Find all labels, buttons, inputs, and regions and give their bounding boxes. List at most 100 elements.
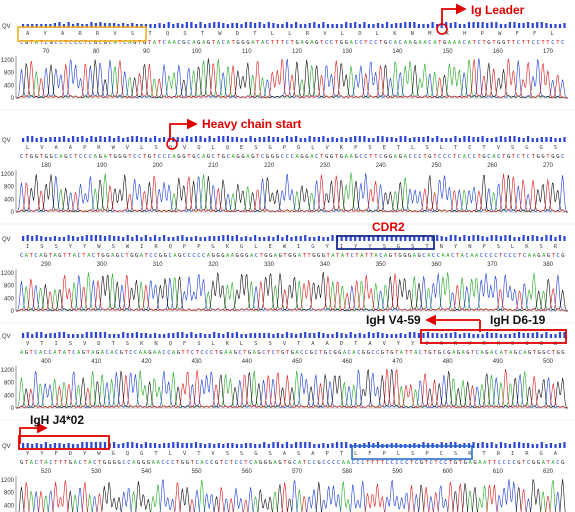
qv-bar — [76, 23, 79, 28]
qv-bar — [117, 136, 120, 142]
nucleotide-letter: T — [379, 40, 383, 46]
nucleotide-letter: T — [191, 460, 195, 466]
nucleotide-letter: T — [40, 154, 44, 160]
qv-bar — [135, 235, 138, 241]
qv-bar — [463, 333, 466, 338]
qv-bar — [108, 334, 111, 338]
amino-acid-letter: W — [97, 244, 101, 250]
qv-bar — [504, 334, 507, 338]
qv-bar — [317, 137, 320, 142]
nucleotide-letter: C — [371, 350, 374, 356]
qv-bar — [217, 333, 220, 338]
qv-bar — [226, 443, 229, 448]
nucleotide-letter: T — [281, 40, 285, 46]
qv-bar — [144, 235, 147, 241]
trace-panel-3: QVI S S Y Y W S W I R Q P P G K G L E W I G Y I Y Y S G S T N Y N P S L K S R… — [0, 235, 575, 324]
qv-bar — [417, 333, 420, 338]
nucleotide-letter: T — [532, 154, 536, 160]
trace-g — [16, 174, 568, 213]
nucleotide-letter: A — [143, 350, 147, 356]
qv-bar — [40, 236, 43, 241]
qv-bar — [235, 332, 238, 338]
amino-acid-letter: A — [554, 451, 558, 457]
qv-bar — [254, 333, 257, 338]
nucleotide-letter: A — [173, 154, 177, 160]
amino-acid-letter: W — [498, 31, 502, 37]
qv-bar — [490, 333, 493, 338]
nucleotide-letter: G — [64, 154, 67, 160]
nucleotide-letter: A — [347, 460, 351, 466]
qv-bar — [563, 236, 566, 241]
nucleotide-letter: C — [59, 40, 62, 46]
nucleotide-letter: G — [317, 460, 320, 466]
qv-bar — [204, 138, 207, 142]
nucleotide-letter: T — [40, 460, 44, 466]
nucleotide-letter: A — [500, 350, 504, 356]
nucleotide-letter: C — [187, 40, 190, 46]
qv-bar — [536, 22, 539, 28]
qv-bar — [490, 235, 493, 241]
amino-acid-letter: S — [554, 145, 557, 151]
amino-acid-letter: Y — [397, 341, 401, 347]
nucleotide-letter: C — [480, 253, 483, 259]
qv-bar — [167, 443, 170, 448]
amino-acid-letter: R — [525, 451, 529, 457]
amino-acid-letter: R — [554, 244, 558, 250]
qv-bar — [90, 22, 93, 28]
nucleotide-letter: T — [546, 40, 550, 46]
nucleotide-letter: G — [106, 253, 109, 259]
nucleotide-letter: A — [232, 154, 236, 160]
nucleotide-letter: G — [557, 350, 560, 356]
nucleotide-letter: T — [68, 350, 72, 356]
position-tick-label: 400 — [41, 359, 52, 365]
qv-bar — [426, 332, 430, 338]
nucleotide-letter: G — [403, 253, 406, 259]
nucleotide-letter: G — [561, 350, 564, 356]
nucleotide-letter: G — [497, 40, 500, 46]
nucleotide-letter: C — [78, 253, 81, 259]
qv-bar — [235, 137, 238, 142]
nucleotide-letter: A — [217, 40, 221, 46]
qv-bar — [299, 138, 302, 142]
qv-bar — [472, 442, 475, 448]
nucleotide-letter: A — [360, 253, 364, 259]
qv-bar — [208, 443, 211, 448]
amino-acid-letter: S — [511, 341, 514, 347]
nucleotide-letter: T — [59, 460, 63, 466]
amino-acid-letter: C — [440, 451, 443, 457]
qv-bar — [413, 332, 416, 338]
qv-bar — [295, 334, 298, 338]
qv-bar — [149, 138, 152, 142]
qv-bar — [153, 235, 157, 241]
qv-bar — [258, 137, 261, 142]
amino-acid-letter: A — [311, 451, 315, 457]
qv-bar — [72, 136, 75, 142]
qv-bar — [486, 443, 489, 448]
nucleotide-letter: C — [428, 40, 431, 46]
qv-bar — [62, 24, 66, 28]
qv-bar — [94, 442, 97, 448]
qv-bar — [267, 236, 270, 241]
nucleotide-letter: G — [355, 154, 358, 160]
amino-acid-letter: I — [340, 244, 343, 250]
qv-bar — [558, 138, 562, 142]
amino-acid-letter: L — [211, 341, 215, 347]
nucleotide-letter: C — [84, 154, 87, 160]
qv-bar — [381, 237, 384, 241]
nucleotide-letter: T — [283, 460, 287, 466]
nucleotide-letter: A — [172, 350, 176, 356]
qv-bar — [499, 334, 502, 338]
nucleotide-letter: C — [547, 350, 550, 356]
qv-bar — [358, 333, 361, 338]
qv-bar — [558, 235, 562, 241]
qv-bar — [213, 22, 216, 28]
qv-bar — [290, 444, 293, 448]
igh-j4-02-label: IgH J4*02 — [30, 413, 84, 427]
qv-bar — [272, 137, 275, 142]
nucleotide-letter: T — [83, 460, 87, 466]
nucleotide-letter: T — [453, 154, 457, 160]
qv-bar — [536, 138, 539, 142]
qv-bar — [122, 23, 125, 28]
position-tick-label: 90 — [143, 49, 150, 55]
amino-acid-letter: F — [183, 341, 186, 347]
